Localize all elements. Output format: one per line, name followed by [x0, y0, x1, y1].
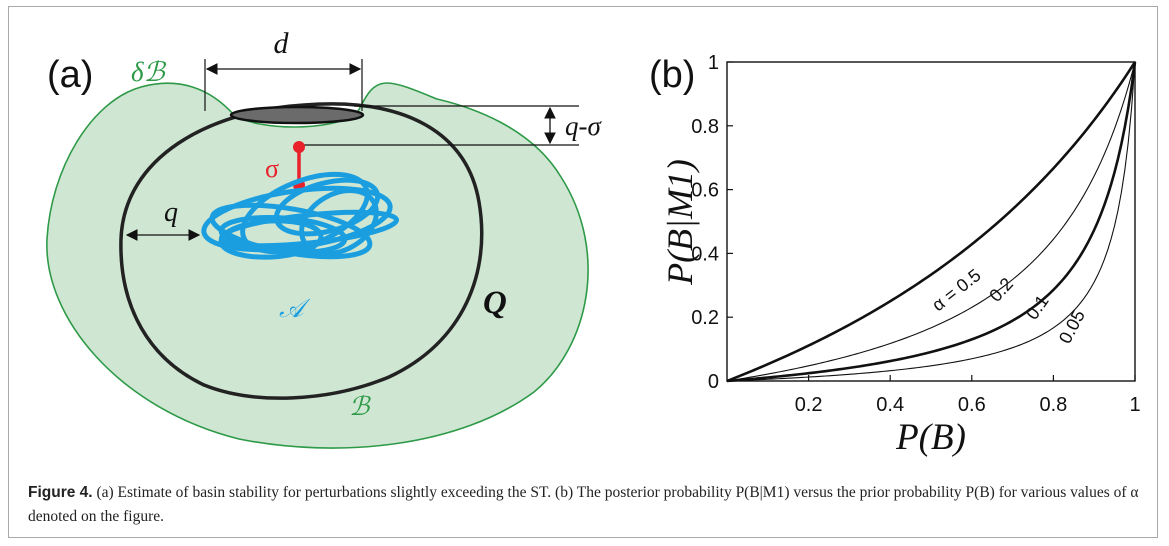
y-tick-label: 0.4: [691, 243, 719, 265]
figure-caption: Figure 4. (a) Estimate of basin stabilit…: [28, 481, 1148, 529]
d-label: d: [274, 27, 290, 60]
basin-region: [46, 82, 589, 449]
plot-area: [726, 61, 1136, 382]
y-axis-label: P(B|M1): [660, 159, 700, 286]
series-line-0.2: [726, 61, 1136, 382]
x-tick-label: 0.8: [1039, 394, 1067, 416]
sigma-point-top: [293, 141, 305, 153]
y-tick-label: 1: [708, 52, 719, 74]
sigma-label: σ: [265, 154, 279, 183]
series-line-0.1: [726, 61, 1137, 383]
x-tick-label: 0.4: [876, 394, 904, 416]
y-tick-label: 0: [708, 371, 719, 393]
q-sigma-label: q-σ: [565, 111, 602, 141]
x-tick-label: 0.6: [958, 394, 986, 416]
panel-a-label: (a): [47, 54, 93, 96]
series-line-0.05: [726, 61, 1136, 382]
y-tick-label: 0.2: [691, 307, 719, 329]
panel-a-diagram: d q-σ σ q (a) δℬ Q 𝒜 ℬ: [46, 27, 602, 449]
panel-b-chart: (b) 0 0.2 0.4 0.6 0.8 1 0.2 0.4 0.6 0.8 1 P(B) P(…: [649, 52, 1141, 458]
series-line-0.5: [726, 61, 1137, 383]
delta-b-label: δℬ: [131, 57, 167, 87]
caption-figure-label: Figure 4.: [28, 484, 93, 501]
x-axis-label: P(B): [895, 417, 966, 458]
x-tick-label: 1: [1129, 394, 1140, 416]
curve-label-0.2: 0.2: [985, 274, 1017, 306]
boundary-disc: [229, 105, 365, 125]
caption-text: (a) Estimate of basin stability for pert…: [28, 484, 1139, 525]
q-curve: [119, 102, 484, 400]
y-tick-label: 0.8: [691, 116, 719, 138]
big-q-label: Q: [483, 285, 507, 321]
curve-label-0.05: 0.05: [1055, 307, 1089, 347]
y-tick-label: 0.6: [691, 180, 719, 202]
figure-frame: d q-σ σ q (a) δℬ Q 𝒜 ℬ: [8, 6, 1158, 538]
attractor: [201, 171, 400, 260]
q-label: q: [164, 197, 178, 228]
x-tick-label: 0.2: [795, 394, 823, 416]
curve-label-alpha-0.5: α = 0.5: [928, 265, 984, 315]
panel-b-label: (b): [649, 54, 695, 96]
basin-label: ℬ: [349, 392, 371, 421]
